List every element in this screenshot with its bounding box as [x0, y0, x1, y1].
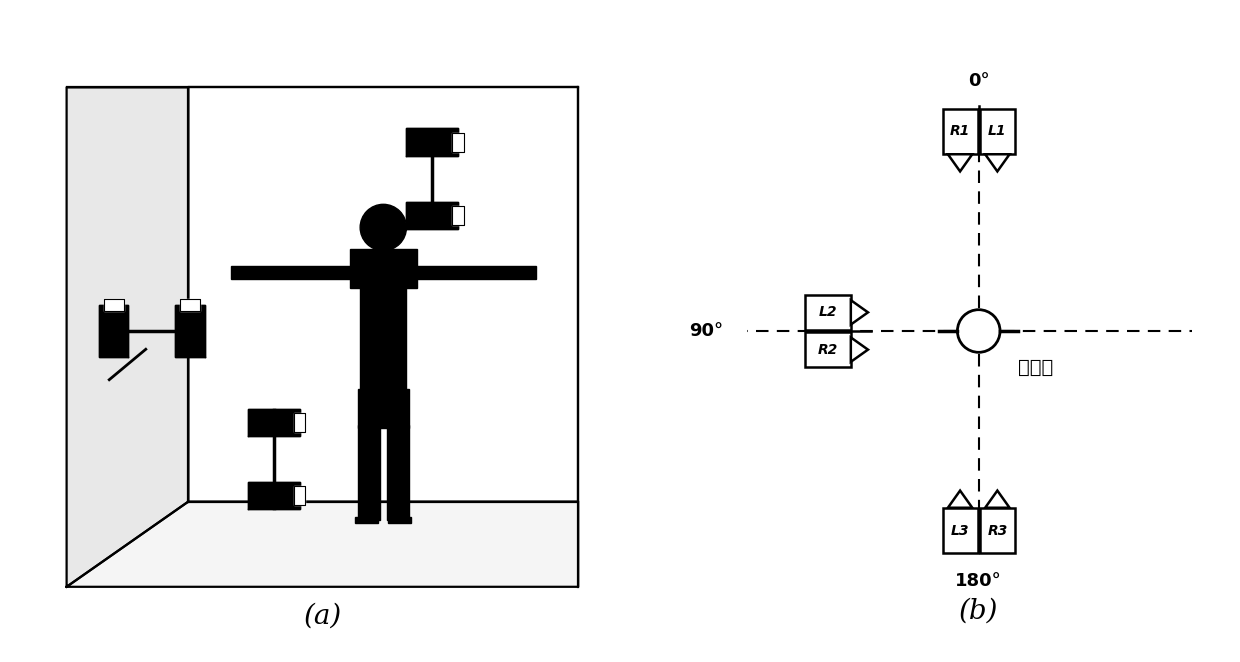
Polygon shape [453, 206, 464, 225]
Polygon shape [947, 491, 972, 508]
Polygon shape [947, 154, 972, 171]
Text: R3: R3 [987, 524, 1007, 538]
Circle shape [360, 205, 407, 251]
Polygon shape [67, 502, 578, 587]
Polygon shape [294, 486, 305, 505]
Bar [942, 109, 977, 154]
Bar [805, 295, 851, 330]
Text: 被测者: 被测者 [1018, 358, 1054, 377]
Polygon shape [175, 305, 205, 357]
Polygon shape [851, 338, 868, 362]
Polygon shape [188, 87, 578, 502]
Text: (b): (b) [959, 598, 998, 625]
Polygon shape [851, 300, 868, 324]
Polygon shape [248, 482, 300, 509]
Text: 90°: 90° [688, 322, 723, 340]
Polygon shape [407, 201, 458, 229]
Bar [980, 508, 1014, 553]
Polygon shape [453, 132, 464, 152]
Polygon shape [985, 491, 1009, 508]
Bar [805, 332, 851, 367]
Bar [387, 426, 409, 520]
Bar [980, 109, 1014, 154]
Bar [360, 285, 407, 392]
Polygon shape [104, 299, 124, 311]
Polygon shape [407, 128, 458, 156]
Text: (a): (a) [304, 602, 341, 630]
Text: R1: R1 [950, 124, 970, 138]
Text: L2: L2 [818, 305, 837, 319]
Text: R2: R2 [818, 343, 838, 357]
Bar [942, 508, 977, 553]
Text: L1: L1 [988, 124, 1007, 138]
Polygon shape [294, 413, 305, 432]
Bar [357, 426, 379, 520]
Polygon shape [985, 154, 1009, 171]
Bar [388, 517, 412, 523]
Text: 180°: 180° [955, 572, 1002, 590]
Text: 0°: 0° [968, 72, 990, 90]
Text: L3: L3 [951, 524, 970, 538]
Polygon shape [67, 87, 188, 587]
Polygon shape [180, 299, 200, 311]
Bar [376, 225, 392, 251]
Bar [350, 249, 417, 289]
Bar [231, 266, 536, 279]
Bar [356, 517, 378, 523]
Polygon shape [99, 305, 129, 357]
Bar [357, 389, 409, 428]
Polygon shape [248, 408, 300, 436]
